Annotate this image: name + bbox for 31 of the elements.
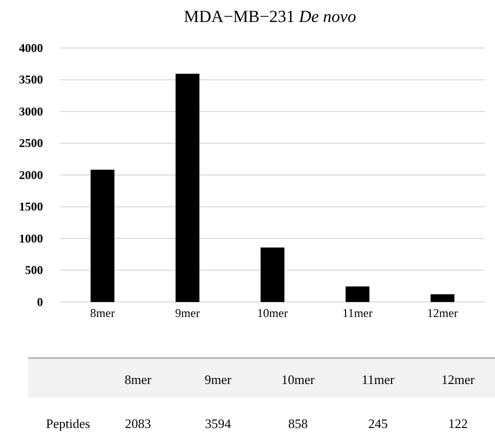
x-tick-label: 9mer: [175, 306, 200, 320]
category-label: 10mer: [281, 372, 315, 387]
y-tick-label: 0: [37, 294, 43, 309]
bar: [346, 286, 370, 302]
data-label: 3594: [205, 416, 232, 431]
y-tick-label: 3000: [19, 104, 43, 118]
bar: [90, 170, 114, 302]
chart-title: MDA−MB−231 De novo: [184, 7, 356, 26]
y-tick-label: 2000: [19, 168, 43, 182]
bar: [430, 294, 454, 302]
category-label: 11mer: [362, 372, 394, 387]
category-label: 12mer: [441, 372, 475, 387]
x-tick-label: 12mer: [427, 306, 458, 320]
y-tick-label: 4000: [19, 40, 43, 55]
data-label: 122: [448, 416, 468, 431]
bar: [176, 74, 200, 302]
category-label: 9mer: [204, 372, 232, 387]
data-label: 245: [368, 416, 388, 431]
data-label: 2083: [125, 416, 151, 431]
x-tick-label: 8mer: [90, 306, 115, 320]
x-tick-label: 10mer: [257, 306, 288, 320]
y-tick-label: 3500: [19, 72, 43, 87]
bar: [260, 248, 284, 302]
category-label: 8mer: [124, 372, 152, 387]
y-tick-label: 1500: [19, 200, 43, 214]
y-tick-label: 500: [25, 263, 43, 278]
y-tick-label: 2500: [19, 136, 43, 150]
x-tick-label: 11mer: [342, 306, 373, 320]
y-tick-label: 1000: [19, 231, 43, 246]
text: Peptides: [46, 416, 90, 431]
data-label: 858: [288, 416, 308, 431]
